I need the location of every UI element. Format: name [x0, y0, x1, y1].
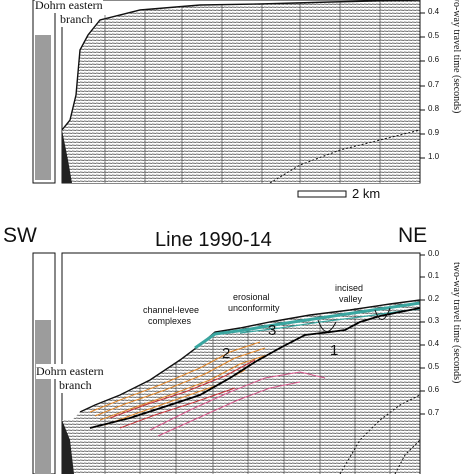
- direction-sw: SW: [3, 224, 37, 247]
- top-branch-label-line2: branch: [60, 12, 93, 27]
- unit-label-1: 1: [330, 342, 339, 359]
- top-tick: 0.9: [428, 128, 440, 137]
- bottom-tick: 0.4: [428, 339, 440, 348]
- top-tick: 0.7: [428, 80, 440, 89]
- annotation-unconformity: unconformity: [228, 303, 280, 313]
- unit-label-2: 2: [222, 345, 231, 362]
- bottom-tick: 0.7: [428, 408, 440, 417]
- top-tick: 0.5: [428, 31, 440, 40]
- bottom-seismic-panel: [32, 252, 421, 474]
- top-time-axis: [419, 0, 425, 183]
- top-tick: 1.0: [428, 152, 440, 161]
- annotation-erosional: erosional: [233, 292, 270, 302]
- bottom-time-axis: [419, 253, 425, 474]
- top-tick: 0.8: [428, 104, 440, 113]
- bottom-branch-label-line1: Dohrn eastern: [36, 364, 104, 379]
- annotation-incised: incised: [335, 283, 364, 293]
- top-branch-label-line1: Dohrn eastern: [35, 0, 103, 13]
- bottom-branch-label-line2: branch: [59, 378, 92, 393]
- bottom-tick: 0.5: [428, 362, 440, 371]
- top-axis-title: two-way travel time (seconds): [451, 0, 462, 114]
- top-seismic-panel: [32, 0, 421, 184]
- bottom-tick: 0.2: [428, 294, 440, 303]
- unit-label-3: 3: [268, 322, 277, 339]
- scale-bar: [297, 190, 347, 198]
- annotation-channel-levee: channel-levee: [143, 305, 200, 315]
- bottom-axis-title: two-way travel time (seconds): [451, 262, 462, 384]
- bottom-tick: 0.6: [428, 385, 440, 394]
- annotation-channel-levee: complexes: [148, 316, 192, 326]
- direction-ne: NE: [398, 224, 428, 247]
- bottom-tick: 0.3: [428, 316, 440, 325]
- annotation-valley: valley: [339, 294, 363, 304]
- bottom-tick: 0.1: [428, 271, 440, 280]
- top-tick: 0.6: [428, 55, 440, 64]
- bottom-tick: 0.0: [428, 249, 440, 258]
- scale-bar-label: 2 km: [352, 186, 381, 201]
- top-tick: 0.4: [428, 7, 440, 16]
- panel-title: Line 1990-14: [155, 229, 272, 251]
